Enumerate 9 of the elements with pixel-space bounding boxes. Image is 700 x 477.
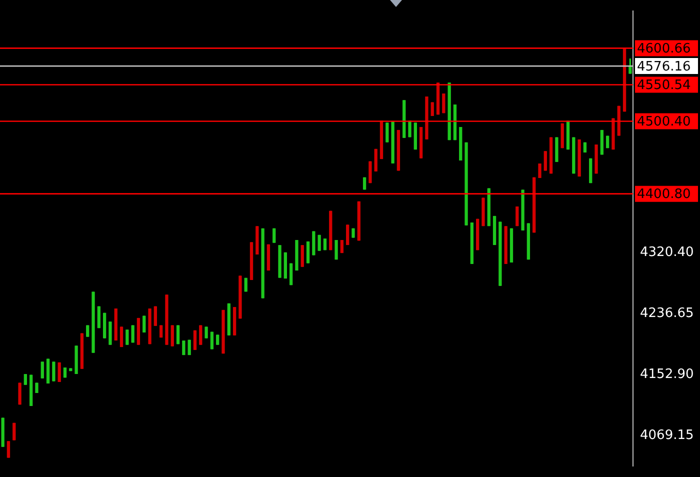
- y-tick-label: 4236.65: [640, 306, 694, 321]
- ref-line-label: 4600.66: [637, 42, 691, 57]
- ref-line-label: 4576.16: [637, 59, 691, 74]
- ref-line-label: 4400.80: [637, 187, 691, 202]
- ref-line-label: 4550.54: [637, 78, 691, 94]
- y-tick-label: 4069.15: [640, 428, 694, 443]
- ref-line-label: 4500.40: [637, 114, 691, 130]
- y-tick-label: 4152.90: [640, 366, 694, 382]
- y-tick-label: 4320.40: [640, 244, 694, 260]
